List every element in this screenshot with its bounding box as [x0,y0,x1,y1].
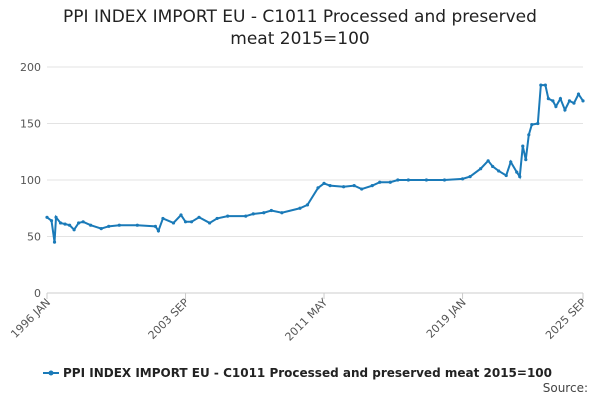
chart-title: PPI INDEX IMPORT EU - C1011 Processed an… [63,7,537,49]
point [342,185,346,189]
point [208,221,212,225]
point [54,215,58,219]
point [117,223,121,227]
point [197,215,201,219]
y-tick-label: 0 [34,287,41,300]
point [460,177,465,181]
legend-label: PPI INDEX IMPORT EU - C1011 Processed an… [63,366,552,380]
point [156,229,161,233]
y-tick-label: 150 [20,118,41,131]
point [530,123,534,127]
point [67,223,72,227]
point [468,175,472,179]
point [280,211,284,215]
point [305,203,310,207]
point [81,220,85,224]
y-tick-label: 200 [20,61,41,74]
legend-marker [48,370,54,376]
point [251,212,255,216]
point [52,240,57,244]
point [370,184,374,188]
point [171,221,176,225]
point [49,219,54,223]
point [442,178,447,182]
point [153,224,158,228]
point [215,216,219,221]
point [515,170,519,174]
point [89,223,93,227]
point [262,211,266,215]
x-tick-label: 2003 SEP [146,296,192,342]
point [183,220,188,224]
point [521,144,525,148]
point [360,187,364,191]
y-tick-label: 100 [20,174,41,187]
point [539,83,543,87]
point [396,178,400,182]
point [161,216,165,221]
point [63,222,67,226]
point [322,181,326,185]
point [563,108,567,112]
point [406,178,410,182]
point [58,221,63,225]
point [558,97,563,101]
point [45,215,49,219]
point [518,175,522,179]
point [504,173,508,178]
x-tick-label: 2025 SEP [543,296,589,342]
point [72,228,76,232]
point [543,83,547,87]
point [524,158,528,162]
point [269,208,273,213]
point [479,167,483,171]
point [497,169,501,173]
point [486,159,490,163]
point [298,206,302,210]
point [572,101,576,105]
x-tick-label: 2019 JAN [424,296,469,341]
point [554,104,558,109]
point [77,221,81,225]
point [536,121,540,126]
source: Source: [543,381,588,395]
point [509,160,513,164]
point [576,92,581,96]
point [581,99,585,103]
line [46,84,584,243]
point [378,180,382,184]
point [424,178,429,182]
point [189,220,194,224]
point [316,186,320,190]
point [546,97,550,101]
y-tick-label: 50 [27,231,41,244]
point [99,226,103,231]
point [551,99,555,103]
point [567,99,572,103]
point [244,214,248,218]
point [226,214,230,218]
point [527,133,531,137]
point [491,164,495,169]
point [179,213,183,217]
point [352,184,356,188]
point [135,223,139,227]
x-tick-label: 2011 MAY [283,296,331,344]
point [107,224,111,228]
x-tick-label: 1996 JAN [8,296,53,341]
point [328,184,332,188]
point [388,180,392,184]
